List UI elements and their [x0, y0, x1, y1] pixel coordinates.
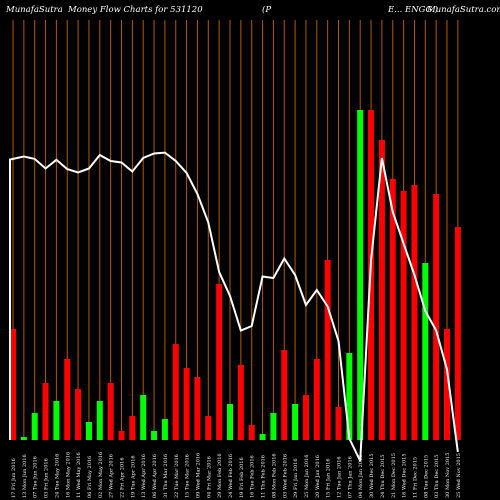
x-tick-label: 22 Tue Mar 2016	[174, 454, 180, 498]
x-tick-label: 07 Thu Jan 2016	[347, 456, 353, 498]
x-tick-label: 06 Wed Apr 2016	[152, 454, 158, 498]
x-tick-label: 22 Fri Apr 2016	[120, 457, 126, 498]
money-flow-bar	[10, 329, 16, 440]
x-tick-label: 27 Wed Apr 2016	[109, 454, 115, 498]
site-name-right: MunafaSutra.com	[427, 5, 500, 15]
company-name-tail: E... ENGG.)	[388, 5, 438, 15]
money-flow-bar	[205, 416, 212, 440]
money-flow-bar	[96, 401, 103, 440]
x-tick-label: 21 Mon Dec 2015	[391, 453, 397, 498]
x-tick-label: 29 Fri Jan 2016	[293, 458, 299, 498]
money-flow-bar	[292, 404, 299, 440]
money-flow-bar	[346, 353, 353, 440]
x-tick-label: 25 Mon Jan 2016	[304, 455, 310, 498]
money-flow-bar	[259, 434, 266, 440]
x-tick-label: 12 Tue Jan 2016	[337, 456, 343, 498]
money-flow-bar	[411, 185, 418, 440]
x-tick-label: 20 Wed Jan 2016	[315, 455, 321, 498]
money-flow-bar	[216, 284, 223, 440]
money-flow-bar	[53, 401, 60, 440]
x-tick-label: 24 Wed Feb 2016	[228, 454, 234, 498]
chart-header: MunafaSutra Money Flow Charts for 531120…	[0, 0, 500, 22]
x-tick-label: 16 Wed Dec 2015	[402, 453, 408, 498]
money-flow-bar	[270, 413, 277, 440]
x-tick-label: 06 Fri May 2016	[87, 456, 93, 498]
money-flow-bar	[389, 179, 396, 440]
money-flow-bar	[31, 413, 38, 440]
x-tick-label: 11 Thu Feb 2016	[261, 455, 267, 498]
x-tick-label: 09 Wed Mar 2016	[195, 453, 201, 498]
money-flow-bar	[64, 359, 71, 440]
money-flow-bar	[172, 344, 179, 440]
x-tick-label: 03 Fri Jun 2016	[44, 458, 50, 498]
money-flow-bar	[151, 431, 158, 440]
company-name: (P	[262, 5, 272, 15]
x-tick-label: 16 Tue Feb 2016	[250, 455, 256, 498]
money-flow-bar	[281, 350, 288, 440]
x-tick-label: 31 Thu Mar 2016	[163, 454, 169, 498]
site-name-left: MunafaSutra	[6, 5, 63, 15]
money-flow-bar	[357, 110, 364, 440]
money-flow-bar	[107, 383, 114, 440]
chart-title: Money Flow Charts for 531120	[68, 5, 203, 15]
money-flow-bar	[335, 407, 342, 440]
grid-lines	[12, 20, 459, 440]
x-tick-label: 15 Tue Mar 2016	[185, 454, 191, 498]
money-flow-bar	[324, 260, 331, 440]
money-flow-bars	[10, 110, 461, 440]
x-axis-labels: 17 Fri Jun 2016 13 Mon Jun 2016 07 Tue Jun…	[11, 452, 462, 498]
x-tick-label: 19 Tue Apr 2016	[130, 455, 136, 498]
money-flow-bar	[194, 377, 201, 440]
x-tick-label: 24 Tue May 2016	[54, 454, 60, 498]
x-tick-label: 16 Mon May 2016	[65, 452, 71, 498]
x-tick-label: 11 Fri Dec 2015	[412, 457, 418, 498]
x-tick-label: 03 Wed Feb 2016	[282, 454, 288, 498]
x-tick-label: 24 Thu Dec 2015	[380, 455, 386, 498]
money-flow-bar	[129, 416, 136, 440]
x-tick-label: 30 Mon Nov 2015	[445, 453, 451, 498]
money-flow-bar	[302, 395, 309, 440]
x-tick-label: 13 Mon Jun 2016	[22, 454, 28, 498]
x-tick-label: 19 Fri Feb 2016	[239, 457, 245, 498]
x-tick-label: 02 Mon May 2016	[98, 452, 104, 498]
money-flow-bar	[444, 329, 450, 440]
money-flow-bar	[140, 395, 147, 440]
x-tick-label: 04 Mon Jan 2016	[358, 455, 364, 498]
money-flow-bar	[85, 422, 92, 440]
money-flow-bar	[313, 359, 320, 440]
x-tick-label: 15 Fri Jan 2016	[326, 458, 332, 498]
money-flow-bar	[237, 365, 244, 440]
money-flow-bar	[248, 425, 255, 440]
money-flow-bar	[378, 140, 385, 440]
money-flow-bar	[42, 383, 49, 440]
x-tick-label: 07 Tue Jun 2016	[33, 456, 39, 498]
money-flow-bar	[161, 419, 168, 440]
x-tick-label: 25 Wed Nov 2015	[456, 453, 462, 498]
money-flow-bar	[118, 431, 125, 440]
money-flow-bar	[422, 263, 429, 440]
x-tick-label: 30 Wed Dec 2015	[369, 453, 375, 498]
money-flow-bar	[227, 404, 233, 440]
x-tick-label: 17 Fri Jun 2016	[11, 458, 17, 498]
x-tick-label: 04 Fri Mar 2016	[206, 456, 212, 498]
money-flow-bar	[20, 437, 27, 440]
x-tick-label: 03 Thu Dec 2015	[434, 455, 440, 498]
x-tick-label: 13 Wed Apr 2016	[141, 454, 147, 498]
money-flow-bar	[75, 389, 82, 440]
money-flow-bar	[433, 194, 440, 440]
x-tick-label: 08 Mon Feb 2016	[271, 453, 277, 498]
price-line	[9, 151, 459, 462]
x-tick-label: 08 Tue Dec 2015	[423, 455, 429, 498]
money-flow-bar	[183, 368, 190, 440]
x-tick-label: 11 Wed May 2016	[76, 452, 82, 498]
money-flow-bar	[400, 191, 407, 440]
money-flow-bar	[454, 227, 461, 440]
x-tick-label: 29 Mon Feb 2016	[217, 453, 223, 498]
